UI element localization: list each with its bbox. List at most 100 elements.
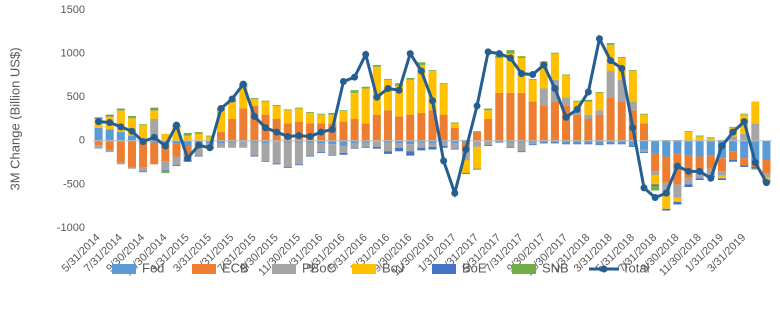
bar-segment <box>740 165 748 167</box>
bar-segment <box>551 102 559 141</box>
bar-segment <box>685 184 693 187</box>
bar-segment <box>451 143 459 148</box>
total-marker <box>752 159 759 166</box>
bar-segment <box>106 150 114 153</box>
bar-segment <box>640 123 648 140</box>
bar-segment <box>339 110 347 111</box>
bar-segment <box>595 110 603 114</box>
bar-segment <box>406 115 414 141</box>
bar-segment <box>729 151 737 160</box>
legend-symbol <box>272 264 296 274</box>
bar-segment <box>351 119 359 141</box>
total-marker <box>106 119 113 126</box>
bar-segment <box>428 147 436 150</box>
bar-segment <box>262 101 270 102</box>
total-marker <box>685 168 692 175</box>
bar-segment <box>161 171 169 173</box>
bar-segment <box>584 119 592 141</box>
bar-segment <box>696 136 704 137</box>
bar-segment <box>484 145 492 146</box>
total-marker <box>707 175 714 182</box>
bar-segment <box>195 156 203 157</box>
bar-segment <box>518 56 526 58</box>
bar-segment <box>328 144 336 154</box>
legend-symbol <box>432 264 456 274</box>
bar-segment <box>328 155 336 156</box>
bar-segment <box>339 122 347 141</box>
bar-segment <box>740 141 748 158</box>
bar-segment <box>540 143 548 144</box>
bar-segment <box>562 97 570 106</box>
bar-segment <box>607 143 615 144</box>
total-marker <box>240 81 247 88</box>
bar-segment <box>95 128 103 141</box>
bar-segment <box>696 178 704 180</box>
bar-segment <box>273 106 281 119</box>
bar-segment <box>540 88 548 105</box>
bar-segment <box>762 160 770 173</box>
legend-label: Total <box>622 260 650 275</box>
total-marker <box>162 143 169 150</box>
bar-segment <box>339 141 347 146</box>
bar-segment <box>607 97 615 141</box>
bar-segment <box>562 75 570 76</box>
bar-segment <box>384 79 392 80</box>
total-marker <box>640 184 647 191</box>
bar-segment <box>217 143 225 147</box>
y-tick-label: -1000 <box>57 222 85 234</box>
bar-segment <box>762 141 770 160</box>
bar-segment <box>629 71 637 102</box>
bar-segment <box>239 109 247 140</box>
total-marker <box>195 142 202 149</box>
legend-label: ECB <box>222 260 249 275</box>
bar-segment <box>584 100 592 102</box>
bar-segment <box>662 156 670 182</box>
bar-segment <box>150 109 158 110</box>
bar-segment <box>161 170 169 171</box>
bar-segment <box>685 131 693 132</box>
bar-segment <box>707 137 715 138</box>
bar-segment <box>406 151 414 155</box>
total-marker <box>518 70 525 77</box>
bar-segment <box>306 113 314 123</box>
bar-segment <box>284 143 292 167</box>
bar-segment <box>673 202 681 205</box>
total-marker <box>351 74 358 81</box>
bar-segment <box>262 143 270 160</box>
bar-segment <box>595 93 603 110</box>
bar-segment <box>406 141 414 144</box>
bar-segment <box>384 110 392 141</box>
bar-segment <box>351 93 359 119</box>
total-marker <box>741 118 748 125</box>
total-marker <box>318 129 325 136</box>
bar-segment <box>351 90 359 93</box>
bar-segment <box>351 148 359 149</box>
bar-segment <box>651 141 659 154</box>
total-marker <box>273 129 280 136</box>
bar-segment <box>228 102 236 119</box>
bar-segment <box>529 143 537 145</box>
y-tick-label: 1500 <box>61 4 85 16</box>
bar-segment <box>640 141 648 150</box>
total-marker <box>407 50 414 57</box>
bar-segment <box>495 142 503 143</box>
bar-segment <box>117 163 125 165</box>
bar-segment <box>395 116 403 140</box>
bar-segment <box>473 132 481 141</box>
legend-symbol <box>512 264 536 274</box>
bar-segment <box>651 171 659 175</box>
bar-segment <box>473 142 481 147</box>
bar-segment <box>640 152 648 153</box>
bar-segment <box>640 114 648 115</box>
bar-segment <box>295 108 303 109</box>
bar-segment <box>573 115 581 141</box>
bar-segment <box>417 143 425 148</box>
total-marker <box>507 54 514 61</box>
bar-segment <box>250 98 258 99</box>
bar-segment <box>451 149 459 150</box>
bar-segment <box>384 80 392 111</box>
bar-segment <box>328 141 336 144</box>
total-marker <box>384 85 391 92</box>
total-marker <box>529 71 536 78</box>
bar-segment <box>473 147 481 169</box>
